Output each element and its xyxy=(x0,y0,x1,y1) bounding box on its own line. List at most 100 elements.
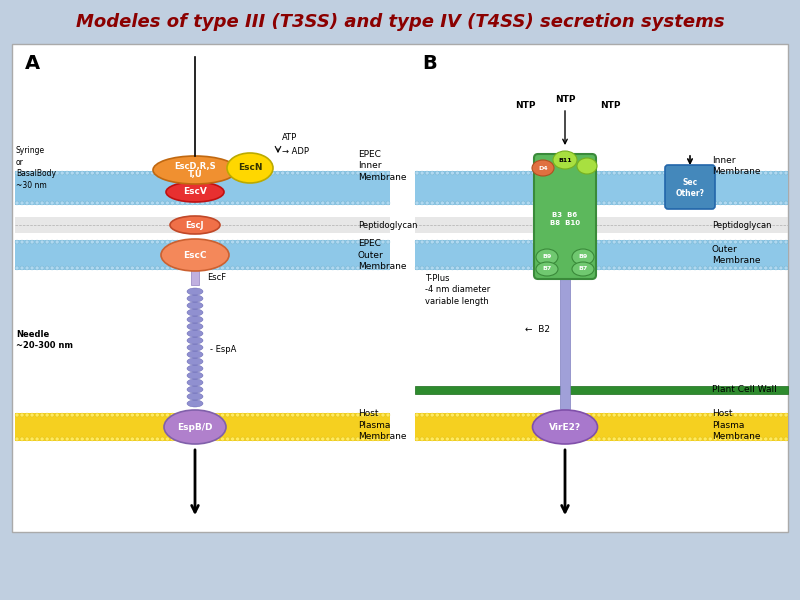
Ellipse shape xyxy=(316,171,320,175)
Ellipse shape xyxy=(466,413,470,417)
Ellipse shape xyxy=(501,437,505,441)
Ellipse shape xyxy=(698,171,702,175)
Ellipse shape xyxy=(774,413,778,417)
Ellipse shape xyxy=(662,266,666,270)
Ellipse shape xyxy=(673,171,677,175)
Ellipse shape xyxy=(607,171,611,175)
FancyBboxPatch shape xyxy=(415,217,788,233)
Ellipse shape xyxy=(784,413,788,417)
Ellipse shape xyxy=(296,413,300,417)
Ellipse shape xyxy=(326,171,330,175)
Ellipse shape xyxy=(246,266,250,270)
Ellipse shape xyxy=(276,240,280,244)
Ellipse shape xyxy=(130,437,134,441)
Ellipse shape xyxy=(420,266,424,270)
Ellipse shape xyxy=(688,201,692,205)
Ellipse shape xyxy=(326,437,330,441)
Ellipse shape xyxy=(310,240,314,244)
Ellipse shape xyxy=(501,201,505,205)
Ellipse shape xyxy=(115,201,119,205)
Ellipse shape xyxy=(90,171,94,175)
Ellipse shape xyxy=(371,437,375,441)
Ellipse shape xyxy=(235,437,239,441)
Ellipse shape xyxy=(227,153,273,183)
Ellipse shape xyxy=(90,437,94,441)
Text: EscC: EscC xyxy=(183,251,206,259)
Ellipse shape xyxy=(170,171,174,175)
Ellipse shape xyxy=(356,437,360,441)
Ellipse shape xyxy=(738,437,742,441)
Ellipse shape xyxy=(290,171,294,175)
Ellipse shape xyxy=(346,437,350,441)
Ellipse shape xyxy=(521,413,525,417)
Ellipse shape xyxy=(673,437,677,441)
Ellipse shape xyxy=(491,201,495,205)
Ellipse shape xyxy=(346,413,350,417)
Ellipse shape xyxy=(678,171,682,175)
Ellipse shape xyxy=(627,413,631,417)
Ellipse shape xyxy=(728,413,732,417)
Ellipse shape xyxy=(415,266,419,270)
Ellipse shape xyxy=(341,171,345,175)
Ellipse shape xyxy=(321,171,325,175)
Ellipse shape xyxy=(386,266,390,270)
Ellipse shape xyxy=(50,171,54,175)
Ellipse shape xyxy=(351,413,355,417)
Ellipse shape xyxy=(774,171,778,175)
Ellipse shape xyxy=(542,437,546,441)
Ellipse shape xyxy=(779,437,783,441)
Ellipse shape xyxy=(723,240,727,244)
Ellipse shape xyxy=(386,171,390,175)
Ellipse shape xyxy=(366,201,370,205)
Ellipse shape xyxy=(140,266,144,270)
Ellipse shape xyxy=(728,171,732,175)
Text: NTP: NTP xyxy=(514,101,535,110)
Ellipse shape xyxy=(226,413,230,417)
Ellipse shape xyxy=(542,240,546,244)
Ellipse shape xyxy=(206,437,210,441)
Ellipse shape xyxy=(45,437,49,441)
Ellipse shape xyxy=(728,437,732,441)
Ellipse shape xyxy=(486,437,490,441)
Ellipse shape xyxy=(784,171,788,175)
Ellipse shape xyxy=(230,240,234,244)
Ellipse shape xyxy=(60,437,64,441)
Ellipse shape xyxy=(698,413,702,417)
Ellipse shape xyxy=(678,201,682,205)
Ellipse shape xyxy=(201,266,205,270)
Ellipse shape xyxy=(542,171,546,175)
Ellipse shape xyxy=(75,171,79,175)
Text: - EspA: - EspA xyxy=(210,346,236,355)
Ellipse shape xyxy=(470,171,474,175)
Ellipse shape xyxy=(235,266,239,270)
Ellipse shape xyxy=(491,171,495,175)
Ellipse shape xyxy=(602,171,606,175)
Ellipse shape xyxy=(241,437,245,441)
Ellipse shape xyxy=(698,437,702,441)
Ellipse shape xyxy=(668,437,672,441)
Ellipse shape xyxy=(577,201,581,205)
Ellipse shape xyxy=(612,171,616,175)
Ellipse shape xyxy=(577,266,581,270)
Ellipse shape xyxy=(749,266,753,270)
Ellipse shape xyxy=(738,201,742,205)
Ellipse shape xyxy=(50,201,54,205)
Ellipse shape xyxy=(703,437,707,441)
Ellipse shape xyxy=(597,413,601,417)
Ellipse shape xyxy=(221,240,225,244)
Ellipse shape xyxy=(647,171,651,175)
FancyBboxPatch shape xyxy=(15,240,390,270)
Ellipse shape xyxy=(754,201,758,205)
Ellipse shape xyxy=(115,266,119,270)
Ellipse shape xyxy=(714,437,718,441)
Ellipse shape xyxy=(627,240,631,244)
Ellipse shape xyxy=(341,240,345,244)
Ellipse shape xyxy=(572,240,576,244)
FancyBboxPatch shape xyxy=(415,171,788,205)
Ellipse shape xyxy=(187,344,203,351)
Ellipse shape xyxy=(187,393,203,400)
Ellipse shape xyxy=(420,201,424,205)
Ellipse shape xyxy=(708,171,712,175)
Ellipse shape xyxy=(440,413,444,417)
Ellipse shape xyxy=(496,171,500,175)
